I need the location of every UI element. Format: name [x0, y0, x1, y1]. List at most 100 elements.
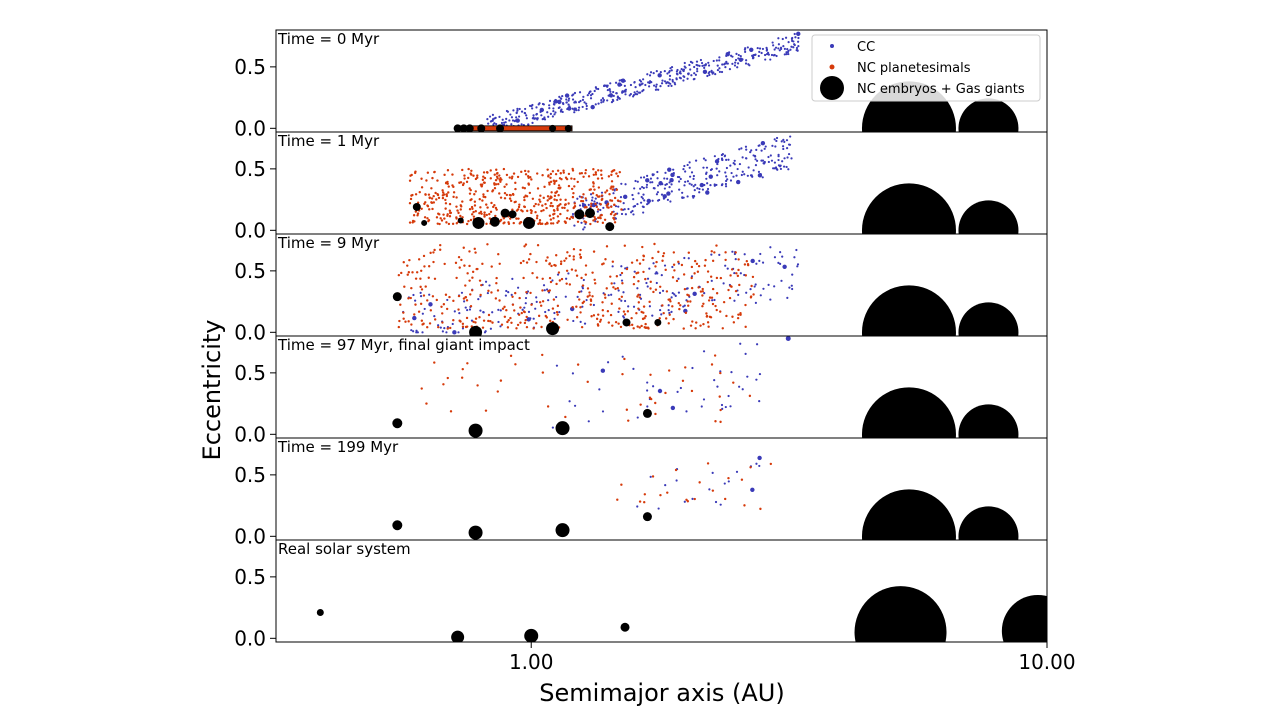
- nc-point: [610, 302, 613, 305]
- nc-point: [605, 287, 608, 290]
- nc-point: [637, 301, 640, 304]
- cc-point: [779, 46, 783, 49]
- cc-point: [677, 291, 681, 294]
- nc-point: [594, 171, 598, 174]
- cc-point: [692, 78, 695, 81]
- nc-point: [516, 175, 520, 179]
- nc-point: [397, 325, 401, 329]
- nc-point: [564, 203, 567, 206]
- cc-point: [750, 258, 755, 264]
- nc-point: [659, 493, 662, 497]
- nc-point: [425, 402, 428, 405]
- nc-point: [557, 271, 561, 274]
- cc-point: [706, 187, 710, 191]
- cc-point: [650, 81, 653, 84]
- nc-point: [455, 222, 459, 225]
- cc-point: [694, 73, 697, 76]
- cc-point: [658, 291, 662, 294]
- nc-point: [419, 285, 422, 289]
- nc-point: [549, 280, 553, 284]
- cc-point: [662, 197, 666, 200]
- nc-point: [594, 282, 597, 285]
- nc-point: [690, 286, 694, 290]
- nc-point: [427, 219, 430, 223]
- nc-point: [752, 293, 755, 296]
- cc-point: [683, 164, 686, 168]
- nc-point: [666, 491, 669, 494]
- cc-point: [634, 179, 637, 183]
- cc-point: [578, 91, 582, 94]
- nc-point: [465, 222, 469, 226]
- nc-point: [560, 260, 563, 263]
- nc-point: [400, 271, 403, 275]
- nc-point: [644, 322, 647, 326]
- nc-point: [616, 175, 620, 178]
- cc-point: [656, 199, 660, 202]
- nc-point: [448, 209, 452, 212]
- cc-point: [511, 119, 515, 122]
- nc-point: [493, 183, 496, 186]
- nc-point: [718, 395, 721, 398]
- nc-point: [535, 276, 539, 279]
- nc-point: [626, 310, 630, 313]
- cc-point: [503, 121, 506, 124]
- nc-point: [595, 194, 598, 197]
- nc-point: [444, 198, 447, 202]
- nc-point: [687, 304, 690, 307]
- cc-point: [525, 117, 528, 120]
- nc-point: [499, 379, 503, 382]
- nc-point: [481, 199, 484, 202]
- nc-point: [598, 216, 601, 219]
- nc-point: [523, 245, 526, 248]
- nc-point: [418, 190, 421, 194]
- nc-point: [446, 214, 449, 217]
- cc-point: [754, 164, 758, 167]
- nc-point: [514, 187, 517, 191]
- nc-point: [476, 267, 479, 271]
- cc-point: [673, 81, 676, 84]
- nc-point: [452, 195, 455, 199]
- cc-point: [602, 100, 605, 103]
- cc-point: [601, 97, 605, 100]
- cc-point: [764, 58, 767, 61]
- nc-point: [517, 217, 520, 220]
- nc-point: [562, 169, 565, 172]
- cc-point: [678, 180, 681, 183]
- nc-point: [463, 177, 466, 180]
- cc-point: [549, 112, 552, 115]
- nc-point: [529, 291, 532, 295]
- cc-point: [729, 179, 733, 182]
- cc-point: [679, 386, 682, 390]
- cc-point: [482, 311, 485, 314]
- nc-point: [424, 285, 427, 288]
- nc-point: [495, 276, 498, 280]
- cc-point: [623, 89, 626, 92]
- cc-point: [764, 145, 767, 148]
- nc-point: [667, 298, 670, 301]
- cc-point: [774, 145, 777, 148]
- nc-point: [735, 272, 738, 275]
- nc-point: [563, 206, 566, 210]
- cc-point: [624, 213, 627, 216]
- nc-point: [444, 181, 448, 184]
- nc-point: [564, 176, 568, 179]
- nc-point: [423, 202, 426, 206]
- nc-point: [511, 295, 514, 299]
- nc-point: [677, 301, 680, 305]
- cc-point: [769, 154, 772, 157]
- nc-point: [710, 250, 713, 253]
- nc-point: [495, 281, 498, 285]
- cc-point: [758, 464, 761, 468]
- nc-point: [672, 317, 675, 321]
- nc-point: [711, 287, 715, 291]
- nc-point: [607, 321, 611, 324]
- cc-point: [689, 175, 692, 178]
- cc-point: [638, 84, 642, 87]
- cc-point: [732, 175, 735, 178]
- cc-point: [736, 66, 739, 69]
- nc-point: [417, 310, 421, 313]
- nc-point: [468, 208, 472, 211]
- cc-point: [666, 198, 669, 201]
- nc-point: [691, 320, 694, 323]
- cc-point: [787, 52, 790, 56]
